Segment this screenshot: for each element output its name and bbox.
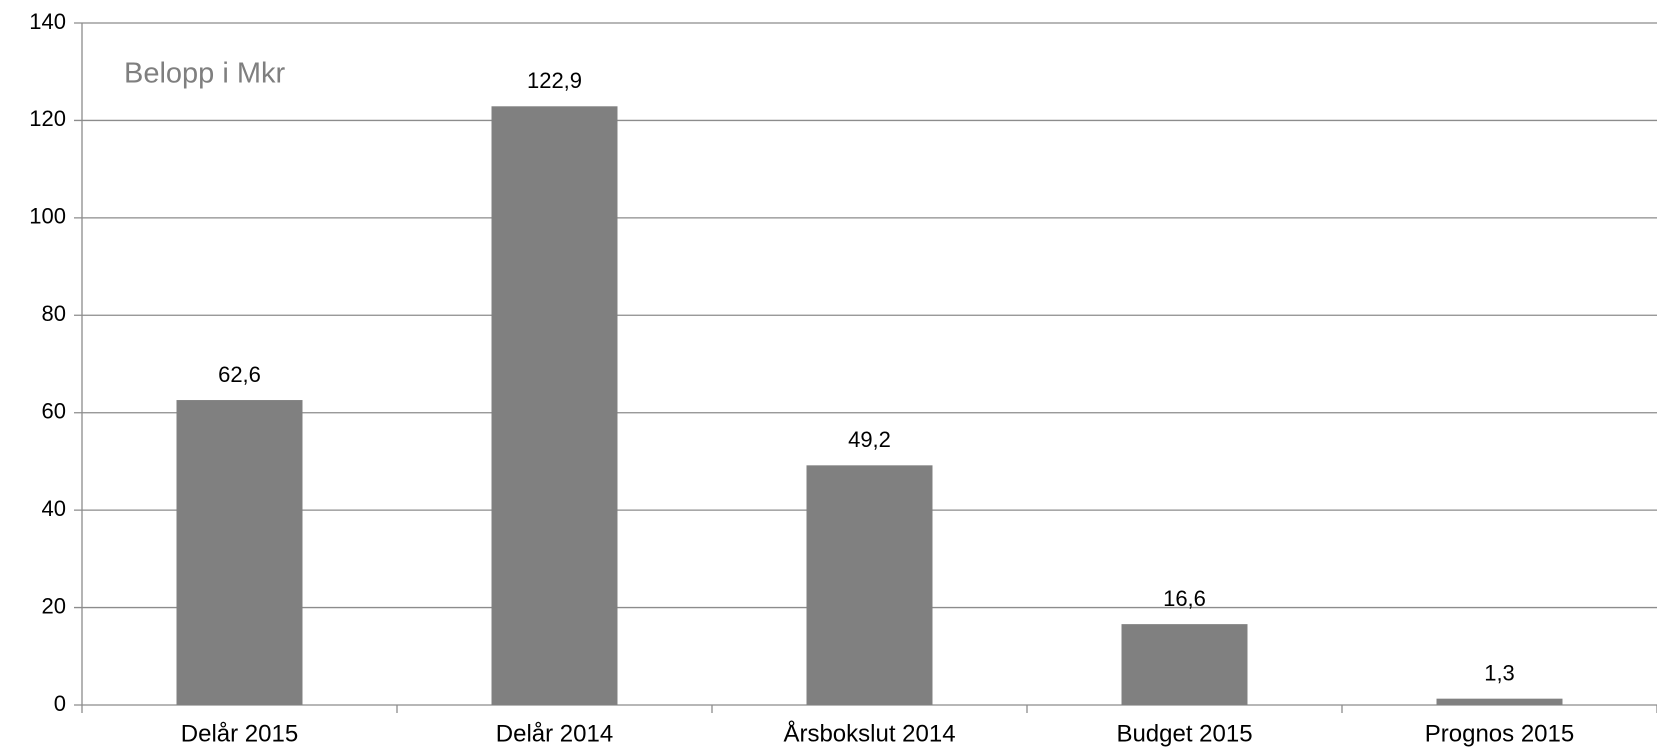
x-tick-label: Budget 2015	[1116, 720, 1252, 747]
value-label: 16,6	[1163, 586, 1206, 611]
y-tick-label: 100	[29, 204, 66, 229]
value-label: 122,9	[527, 68, 582, 93]
y-tick-label: 120	[29, 106, 66, 131]
bar	[806, 465, 933, 705]
bar	[1121, 624, 1248, 705]
value-label: 1,3	[1484, 660, 1515, 685]
x-tick-label: Årsbokslut 2014	[783, 719, 955, 747]
bar	[1436, 698, 1563, 705]
y-tick-label: 40	[42, 496, 66, 521]
y-tick-label: 20	[42, 593, 66, 618]
x-tick-label: Delår 2015	[181, 720, 298, 747]
value-label: 49,2	[848, 427, 891, 452]
bar	[491, 106, 618, 705]
bar	[176, 400, 303, 705]
value-label: 62,6	[218, 362, 261, 387]
y-tick-label: 80	[42, 301, 66, 326]
y-tick-label: 140	[29, 9, 66, 34]
y-tick-label: 60	[42, 399, 66, 424]
annotation: Belopp i Mkr	[124, 58, 286, 90]
y-tick-label: 0	[54, 691, 66, 716]
x-tick-label: Prognos 2015	[1425, 720, 1574, 747]
x-tick-label: Delår 2014	[496, 720, 613, 747]
